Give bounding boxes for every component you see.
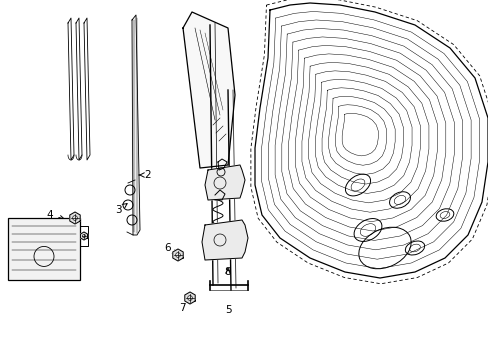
Text: 2: 2 [139, 170, 151, 180]
Polygon shape [183, 12, 235, 168]
Text: 6: 6 [164, 243, 177, 255]
Polygon shape [81, 232, 87, 240]
Polygon shape [132, 15, 140, 235]
Polygon shape [202, 220, 247, 260]
Text: 5: 5 [224, 305, 231, 315]
Polygon shape [204, 165, 244, 200]
Text: 3: 3 [115, 204, 127, 215]
Text: 7: 7 [178, 299, 190, 313]
Polygon shape [172, 249, 183, 261]
Text: 4: 4 [46, 210, 64, 220]
Text: 1: 1 [188, 50, 200, 63]
FancyBboxPatch shape [8, 218, 80, 280]
Polygon shape [184, 292, 195, 304]
Text: 9: 9 [39, 250, 52, 263]
Polygon shape [70, 212, 80, 224]
Text: 8: 8 [224, 267, 231, 277]
